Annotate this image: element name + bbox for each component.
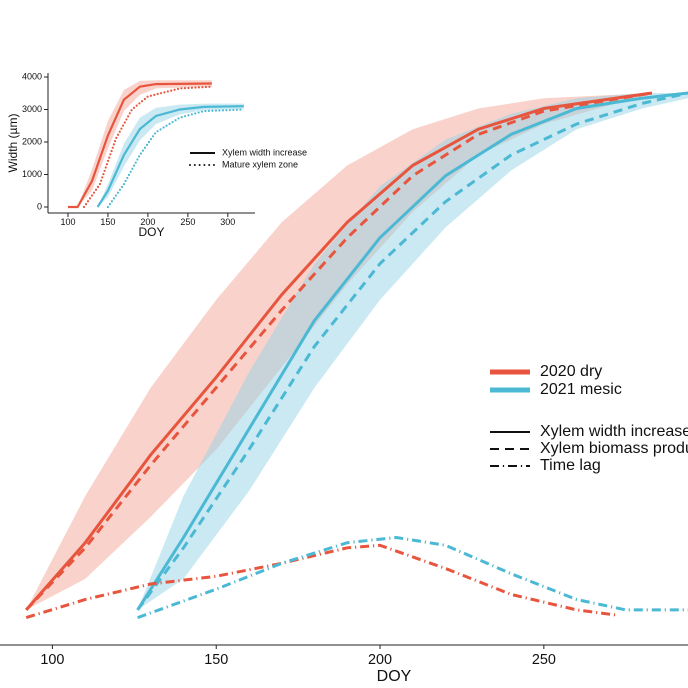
x-tick-label: 100 bbox=[40, 652, 64, 668]
x-tick-label: 250 bbox=[180, 217, 195, 227]
series-line bbox=[25, 91, 653, 611]
y-tick-label: 2000 bbox=[22, 136, 42, 146]
series-line bbox=[68, 82, 212, 209]
series-line bbox=[96, 105, 244, 208]
y-axis-label: Width (µm) bbox=[6, 114, 20, 173]
legend-label: Xylem width increase bbox=[222, 147, 307, 157]
legend-label: 2020 dry bbox=[540, 363, 602, 380]
series-line bbox=[25, 91, 653, 611]
x-tick-label: 300 bbox=[220, 217, 235, 227]
series-line bbox=[137, 535, 688, 620]
legend-label: Xylem biomass production bbox=[540, 440, 688, 457]
legend-label: Mature xylem zone bbox=[222, 159, 298, 169]
x-tick-label: 100 bbox=[60, 217, 75, 227]
series-line bbox=[106, 108, 245, 209]
legend-label: 2021 mesic bbox=[540, 381, 622, 398]
x-tick-label: 150 bbox=[204, 652, 228, 668]
confidence-band bbox=[26, 93, 652, 610]
confidence-band bbox=[97, 103, 244, 207]
series-line bbox=[136, 91, 688, 611]
x-tick-label: 200 bbox=[140, 217, 155, 227]
series-line bbox=[136, 91, 688, 611]
y-tick-label: 1000 bbox=[22, 169, 42, 179]
y-tick-label: 0 bbox=[37, 201, 42, 211]
series-line bbox=[25, 543, 617, 620]
x-axis-label: DOY bbox=[377, 668, 412, 685]
y-tick-label: 4000 bbox=[22, 71, 42, 81]
legend-label: Xylem width increase bbox=[540, 423, 688, 440]
x-tick-label: 150 bbox=[100, 217, 115, 227]
y-tick-label: 3000 bbox=[22, 104, 42, 114]
x-axis-label: DOY bbox=[138, 225, 164, 239]
legend-label: Time lag bbox=[540, 457, 601, 474]
series-line bbox=[82, 85, 213, 209]
x-tick-label: 200 bbox=[368, 652, 392, 668]
confidence-band bbox=[137, 93, 688, 610]
confidence-band bbox=[67, 80, 212, 207]
x-tick-label: 250 bbox=[532, 652, 556, 668]
